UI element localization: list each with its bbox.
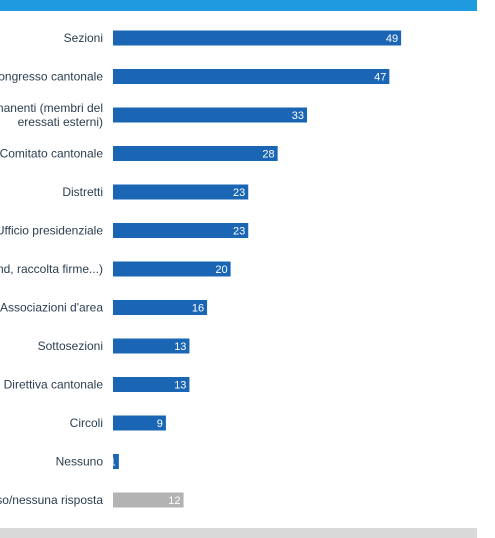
category-label-11: Nessuno: [56, 455, 104, 469]
category-label-12: so/nessuna risposta: [0, 493, 103, 507]
value-label-3: 28: [262, 149, 274, 161]
value-label-9: 13: [174, 380, 186, 392]
value-label-10: 9: [157, 418, 163, 430]
value-label-6: 20: [215, 264, 227, 276]
category-label-7: Associazioni d'area: [0, 301, 103, 315]
bar-5: [113, 223, 249, 238]
bar-12: [113, 492, 184, 508]
bar-2: [113, 107, 308, 123]
category-label-6: and, raccolta firme...): [0, 262, 103, 276]
bar-8: [113, 338, 190, 354]
category-label-5: Ufficio presidenziale: [0, 224, 103, 238]
value-label-12: 12: [168, 495, 180, 507]
value-label-2: 33: [292, 110, 304, 122]
category-label-10: Circoli: [70, 416, 103, 430]
top-band: [0, 0, 477, 11]
category-label-9: Direttiva cantonale: [4, 378, 104, 392]
bar-4: [113, 184, 249, 200]
category-label-8: Sottosezioni: [38, 339, 103, 353]
value-label-0: 49: [386, 33, 398, 45]
value-label-4: 23: [233, 187, 245, 199]
bar-0: [113, 30, 402, 46]
category-label-0: Sezioni: [64, 31, 103, 45]
category-label-1: Congresso cantonale: [0, 70, 103, 84]
bar-1: [113, 69, 390, 84]
bar-7: [113, 300, 208, 315]
bar-6: [113, 261, 231, 277]
bar-3: [113, 146, 278, 161]
value-label-8: 13: [174, 341, 186, 353]
bottom-band: [0, 528, 477, 538]
category-label-2-0: manenti (membri del: [0, 101, 103, 115]
bar-10: [113, 415, 166, 431]
value-label-1: 47: [374, 72, 386, 84]
value-label-11: 1: [110, 457, 116, 469]
value-label-5: 23: [233, 226, 245, 238]
category-label-2-1: eressati esterni): [18, 115, 103, 129]
value-label-7: 16: [192, 303, 204, 315]
category-label-3: Comitato cantonale: [0, 147, 103, 161]
bar-9: [113, 377, 190, 392]
category-label-4: Distretti: [62, 185, 103, 199]
bar-11: [113, 454, 119, 469]
